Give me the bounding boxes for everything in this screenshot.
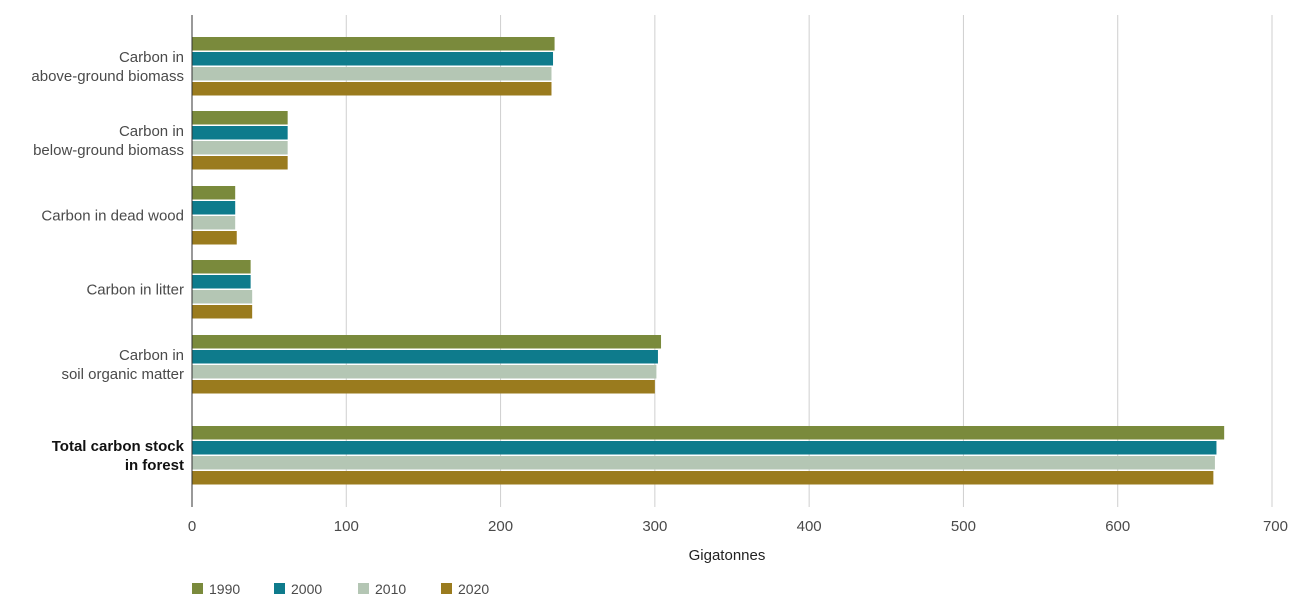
category-label: soil organic matter: [61, 366, 184, 383]
category-label: Carbon in: [119, 123, 184, 140]
category-label: Total carbon stock: [52, 438, 185, 455]
legend-label: 2000: [291, 581, 322, 597]
bar-2000-4: [192, 350, 658, 364]
bar-2010-5: [192, 456, 1215, 470]
bar-1990-4: [192, 335, 662, 349]
x-tick-label: 300: [642, 518, 667, 535]
category-label: Carbon in dead wood: [41, 207, 184, 224]
bar-2020-2: [192, 231, 237, 245]
legend-label: 2010: [375, 581, 406, 597]
bar-2000-5: [192, 441, 1217, 455]
legend-label: 1990: [209, 581, 240, 597]
x-tick-label: 0: [188, 518, 196, 535]
bar-2010-0: [192, 67, 552, 81]
bar-2010-1: [192, 141, 288, 155]
x-tick-label: 500: [951, 518, 976, 535]
bar-2020-1: [192, 156, 288, 170]
legend-swatch: [358, 583, 369, 594]
bar-2000-3: [192, 275, 251, 289]
bar-2010-2: [192, 216, 236, 230]
legend-item-2020: 2020: [441, 581, 489, 597]
gridlines: [345, 15, 1273, 507]
legend-item-2000: 2000: [274, 581, 322, 597]
x-tick-label: 100: [334, 518, 359, 535]
bar-2020-0: [192, 82, 552, 96]
legend-swatch: [274, 583, 285, 594]
x-tick-label: 200: [488, 518, 513, 535]
bar-1990-5: [192, 426, 1225, 440]
category-label: Carbon in litter: [86, 281, 184, 298]
bar-2010-4: [192, 365, 657, 379]
bar-1990-0: [192, 37, 555, 51]
legend-item-1990: 1990: [192, 581, 240, 597]
legend-swatch: [192, 583, 203, 594]
category-label: above-ground biomass: [31, 68, 184, 85]
bar-1990-3: [192, 260, 251, 274]
x-tick-label: 400: [797, 518, 822, 535]
bar-2010-3: [192, 290, 253, 304]
category-label: Carbon in: [119, 347, 184, 364]
category-label: in forest: [125, 457, 184, 474]
bar-1990-2: [192, 186, 236, 200]
legend-label: 2020: [458, 581, 489, 597]
bar-2020-3: [192, 305, 253, 319]
x-tick-labels: 0 100 200 300 400 500 600 700: [188, 518, 1288, 535]
bar-2000-1: [192, 126, 288, 140]
category-label: below-ground biomass: [33, 142, 184, 159]
bar-2020-5: [192, 471, 1214, 485]
bars: [192, 37, 1225, 485]
bar-2000-0: [192, 52, 554, 66]
category-labels: Carbon in above-ground biomass Carbon in be…: [31, 49, 184, 474]
bar-2000-2: [192, 201, 236, 215]
legend-swatch: [441, 583, 452, 594]
bar-1990-1: [192, 111, 288, 125]
category-label: Carbon in: [119, 49, 184, 66]
x-tick-label: 600: [1105, 518, 1130, 535]
legend: 1990 2000 2010 2020: [192, 581, 489, 597]
x-axis-title: Gigatonnes: [689, 547, 766, 564]
bar-2020-4: [192, 380, 655, 394]
legend-item-2010: 2010: [358, 581, 406, 597]
x-tick-label: 700: [1263, 518, 1288, 535]
